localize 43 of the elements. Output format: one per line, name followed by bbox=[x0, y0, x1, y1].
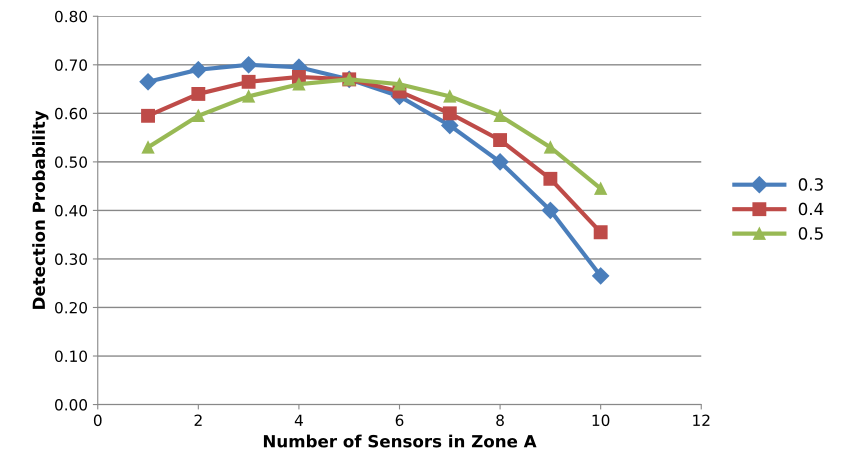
y-tick-label: 0.10 bbox=[55, 350, 88, 362]
point bbox=[292, 78, 306, 90]
point bbox=[242, 90, 255, 103]
y-tick-label: 0.40 bbox=[55, 204, 88, 216]
point bbox=[141, 108, 155, 123]
legend-label: 0.3 bbox=[798, 178, 823, 191]
point bbox=[191, 86, 206, 101]
point bbox=[594, 225, 608, 240]
y-tick-label: 0.70 bbox=[55, 59, 88, 71]
point bbox=[492, 153, 509, 170]
x-tick-label: 4 bbox=[294, 414, 303, 426]
x-tick-label: 12 bbox=[693, 414, 710, 426]
legend-label: 0.5 bbox=[798, 227, 823, 240]
point bbox=[242, 74, 256, 89]
y-tick-label: 0.80 bbox=[55, 10, 88, 22]
x-tick-label: 2 bbox=[194, 414, 202, 426]
x-tick-label: 6 bbox=[396, 414, 404, 426]
point bbox=[190, 61, 207, 78]
legend-label: 0.4 bbox=[798, 202, 824, 216]
point bbox=[139, 73, 157, 90]
point bbox=[543, 172, 558, 186]
point bbox=[442, 106, 457, 120]
x-axis-title: Number of Sensors in Zone A bbox=[264, 434, 537, 448]
x-tick-label: 10 bbox=[592, 414, 610, 426]
point bbox=[240, 56, 258, 74]
point bbox=[192, 110, 205, 122]
point bbox=[493, 133, 508, 147]
y-tick-label: 0.30 bbox=[55, 253, 88, 265]
x-tick-label: 8 bbox=[496, 414, 504, 426]
y-tick-label: 0.60 bbox=[55, 108, 88, 120]
x-tick-label: 0 bbox=[94, 414, 102, 426]
y-axis-title: Detection Probability bbox=[32, 110, 48, 309]
y-tick-label: 0.00 bbox=[55, 399, 88, 411]
point bbox=[444, 90, 456, 103]
y-tick-label: 0.50 bbox=[55, 156, 88, 168]
point bbox=[544, 141, 557, 154]
point bbox=[142, 141, 154, 154]
y-tick-label: 0.20 bbox=[55, 302, 88, 314]
point bbox=[594, 182, 607, 195]
point bbox=[494, 110, 506, 122]
point bbox=[393, 78, 406, 90]
point bbox=[592, 267, 610, 284]
point bbox=[542, 202, 559, 219]
